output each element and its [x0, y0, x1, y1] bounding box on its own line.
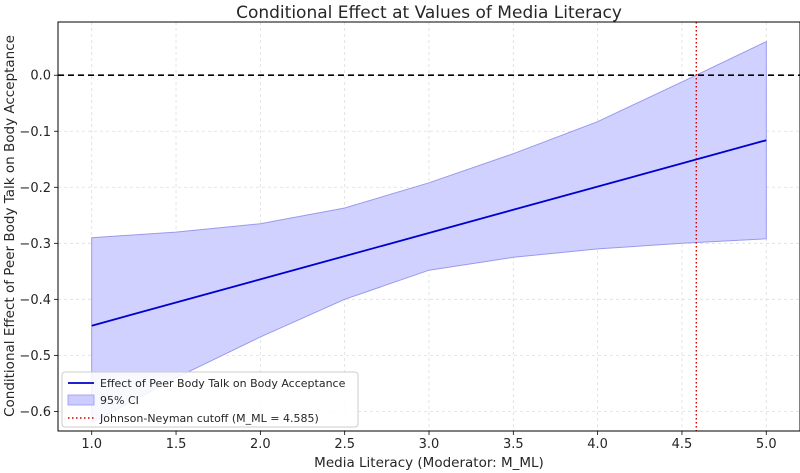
chart-title: Conditional Effect at Values of Media Li…	[236, 3, 622, 23]
y-tick-label: −0.5	[19, 349, 51, 364]
series-layer	[91, 139, 767, 327]
x-tick-label: 1.5	[166, 437, 187, 452]
x-tick-label: 1.0	[81, 437, 102, 452]
reference-lines	[58, 22, 800, 431]
x-tick-label: 4.5	[672, 437, 693, 452]
legend-ci-swatch	[67, 394, 95, 406]
y-tick-label: 0.0	[30, 69, 51, 84]
x-tick-label: 4.0	[587, 437, 608, 452]
x-tick-label: 2.0	[250, 437, 271, 452]
x-tick-label: 3.5	[503, 437, 524, 452]
legend: Effect of Peer Body Talk on Body Accepta…	[61, 371, 359, 428]
x-tick-label: 3.0	[419, 437, 440, 452]
y-axis-title: Conditional Effect of Peer Body Talk on …	[2, 35, 18, 417]
y-tick-label: −0.6	[19, 405, 51, 420]
y-tick-label: −0.3	[19, 237, 51, 252]
y-tick-label: −0.4	[19, 293, 51, 308]
legend-label-cutoff: Johnson-Neyman cutoff (M_ML = 4.585)	[99, 412, 319, 425]
y-axis-ticks: −0.6 −0.5 −0.4 −0.3 −0.2 −0.1 0.0	[19, 69, 58, 420]
x-tick-label: 2.5	[334, 437, 355, 452]
y-tick-label: −0.2	[19, 181, 51, 196]
legend-label-effect: Effect of Peer Body Talk on Body Accepta…	[100, 377, 346, 390]
x-axis-ticks: 1.0 1.5 2.0 2.5 3.0 3.5 4.0 4.5 5.0	[81, 431, 777, 452]
effect-line	[91, 139, 767, 327]
legend-label-ci: 95% CI	[100, 394, 139, 407]
x-axis-title: Media Literacy (Moderator: M_ML)	[314, 455, 544, 471]
y-tick-label: −0.1	[19, 125, 51, 140]
legend-box	[61, 371, 359, 428]
x-tick-label: 5.0	[756, 437, 777, 452]
